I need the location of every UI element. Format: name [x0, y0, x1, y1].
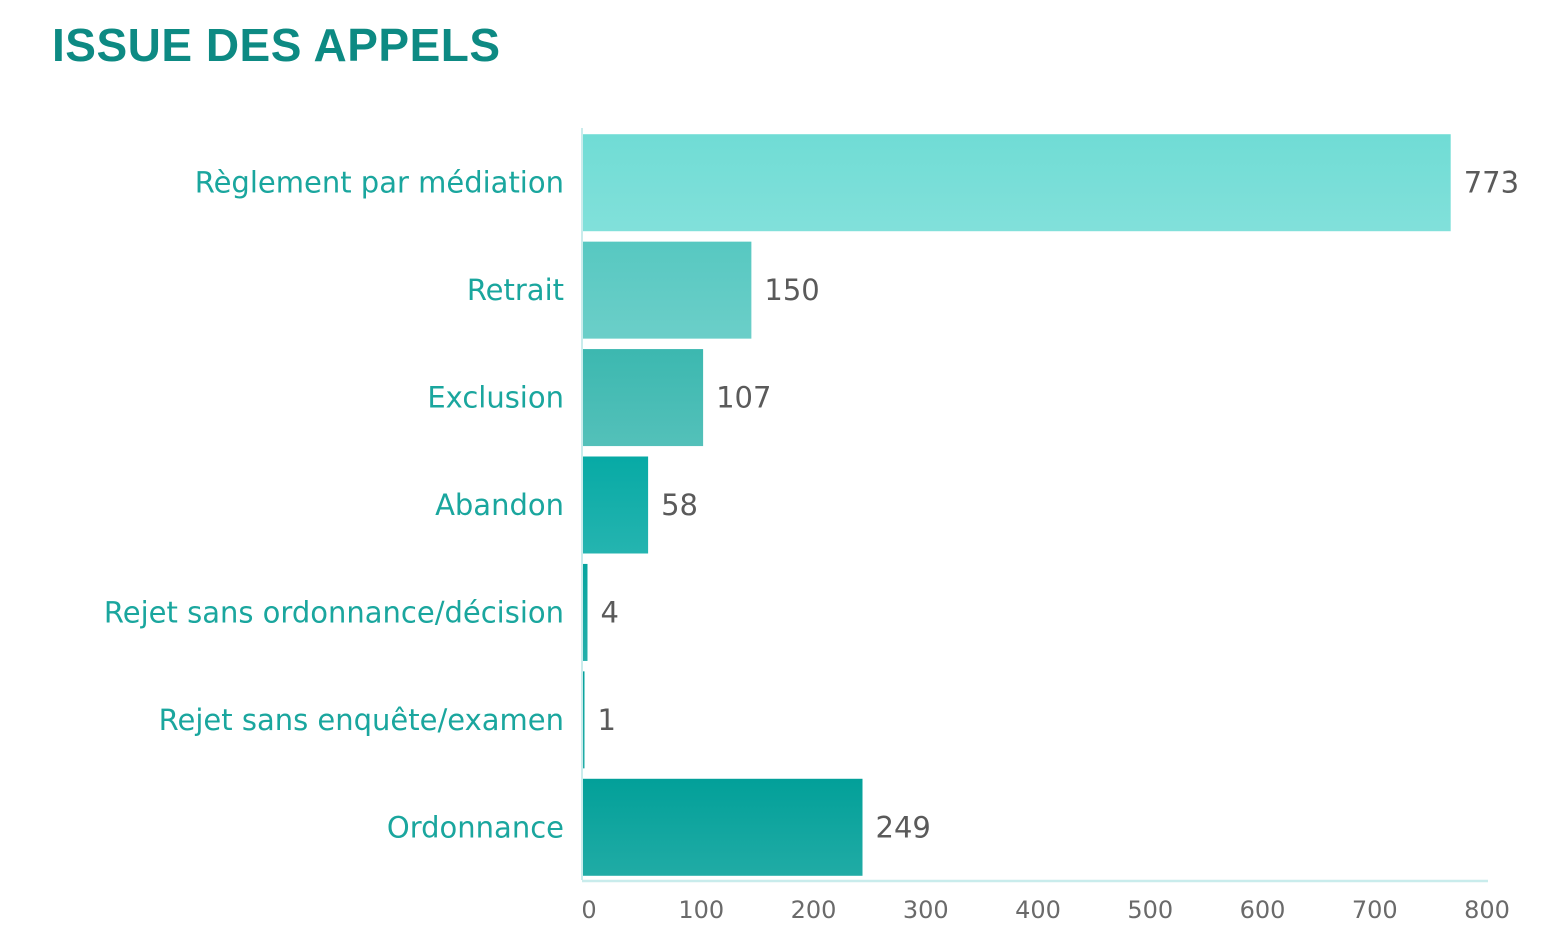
x-tick-label: 400 [1015, 896, 1061, 924]
x-tick-label: 500 [1127, 896, 1173, 924]
category-label: Abandon [435, 488, 564, 522]
x-axis: 0 100 200 300 400 500 600 700 800 [581, 128, 1510, 924]
category-label: Règlement par médiation [195, 166, 564, 200]
category-label: Ordonnance [387, 810, 564, 844]
x-tick-label: 200 [791, 896, 837, 924]
category-labels: Règlement par médiation Retrait Exclusion A… [104, 166, 564, 845]
bar-5 [583, 671, 585, 769]
x-tick-label: 700 [1352, 896, 1398, 924]
value-label: 4 [600, 595, 618, 629]
x-tick-label: 100 [678, 896, 724, 924]
x-tick-label: 0 [581, 896, 596, 924]
value-label: 150 [764, 273, 819, 307]
category-label: Retrait [467, 273, 564, 307]
x-tick-label: 800 [1464, 896, 1510, 924]
value-label: 1 [598, 703, 616, 737]
x-tick-label: 600 [1240, 896, 1286, 924]
category-label: Exclusion [427, 381, 564, 415]
category-label: Rejet sans ordonnance/décision [104, 595, 564, 629]
category-label: Rejet sans enquête/examen [159, 703, 564, 737]
bar-6 [583, 778, 863, 876]
chart-title: ISSUE DES APPELS [52, 19, 501, 71]
bar-4 [583, 563, 588, 661]
x-tick-label: 300 [903, 896, 949, 924]
value-label: 58 [661, 488, 698, 522]
value-label: 773 [1464, 166, 1519, 200]
bar-0 [583, 134, 1451, 232]
bars-layer [583, 134, 1451, 876]
bar-2 [583, 349, 704, 447]
value-label: 107 [716, 381, 771, 415]
bar-3 [583, 456, 649, 554]
value-label: 249 [876, 810, 931, 844]
bar-1 [583, 241, 752, 339]
value-labels: 773 150 107 58 4 1 249 [598, 166, 1520, 845]
